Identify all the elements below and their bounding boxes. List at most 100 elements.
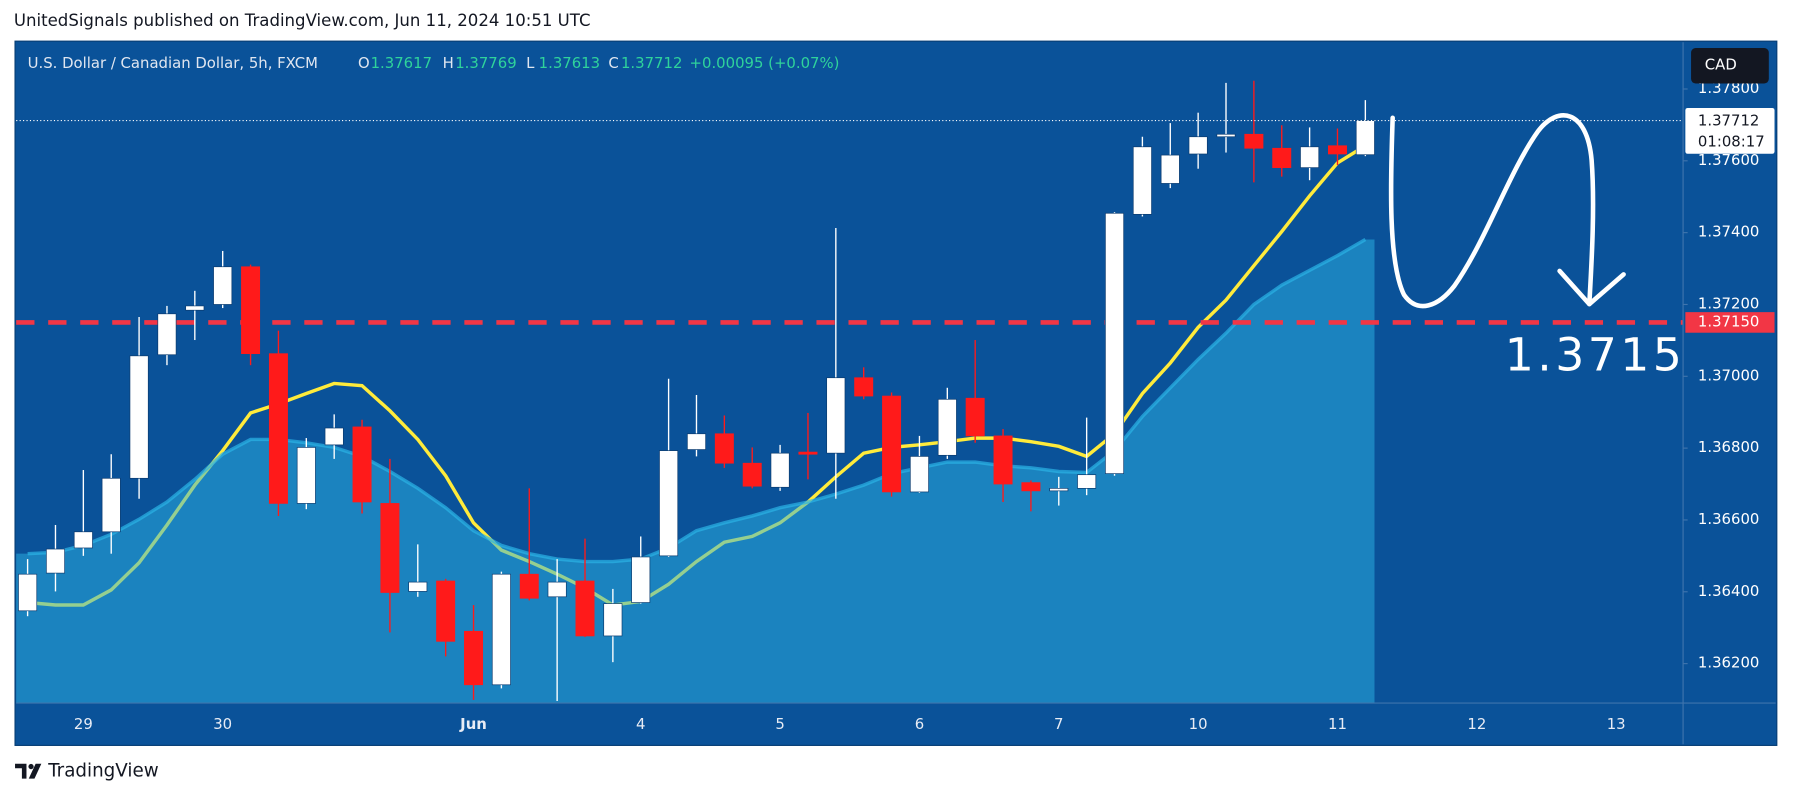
- candle-body: [352, 426, 372, 503]
- candle-body: [380, 503, 400, 593]
- candle-body: [547, 581, 567, 598]
- candle-body: [631, 556, 651, 603]
- x-tick-label: 4: [636, 715, 645, 733]
- candle-body: [1105, 212, 1125, 474]
- candle-body: [1355, 120, 1375, 156]
- ma-area-line: [27, 238, 1367, 564]
- last-price-label: 1.37712: [1698, 112, 1759, 130]
- y-tick-label: 1.36800: [1698, 438, 1759, 456]
- candle-body: [770, 452, 790, 488]
- candle-body: [1272, 147, 1292, 168]
- y-tick-label: 1.37600: [1698, 151, 1759, 169]
- y-tick-label: 1.37800: [1698, 79, 1759, 97]
- candle-body: [798, 451, 818, 455]
- candle-body: [603, 603, 623, 637]
- candle-body: [1160, 154, 1180, 184]
- currency-button: [1691, 48, 1769, 84]
- ohlc-value: 1.37712: [621, 54, 682, 72]
- candle-body: [854, 377, 874, 397]
- x-tick-label: 10: [1189, 715, 1208, 733]
- candle-body: [742, 462, 762, 487]
- ma-area: [16, 239, 1375, 704]
- candle-body: [18, 573, 38, 612]
- candle-body: [73, 531, 93, 549]
- candle-body: [436, 580, 456, 642]
- candle-body: [1188, 136, 1208, 155]
- drawn-arrow: [1388, 113, 1596, 309]
- candle-body: [464, 630, 484, 686]
- candle-body: [575, 580, 595, 637]
- candle-body: [909, 456, 929, 493]
- symbol-label: U.S. Dollar / Canadian Dollar, 5h, FXCM: [28, 54, 318, 72]
- candle-body: [1216, 133, 1236, 138]
- candle-body: [101, 477, 121, 533]
- plot: 29 30 Jun 4 5 6 7 10 11 12 13: [16, 80, 1688, 733]
- candle-body: [993, 435, 1013, 485]
- candle-body: [714, 433, 734, 464]
- x-tick-label: Jun: [459, 715, 487, 733]
- candle-body: [826, 377, 846, 454]
- candle-body: [1327, 145, 1347, 155]
- candle-body: [129, 355, 149, 479]
- ohlc-key: L: [526, 54, 535, 72]
- candle-body: [213, 266, 233, 305]
- level-price-label: 1.37150: [1698, 312, 1759, 330]
- currency-label: CAD: [1705, 56, 1737, 74]
- candle-body: [185, 305, 205, 311]
- tradingview-logo: [15, 763, 42, 779]
- candle-body: [324, 427, 344, 446]
- overlay: 1.36200 1.36400 1.36600 1.36800 1.37000 1.372…: [28, 48, 1775, 672]
- logo-part: [28, 763, 34, 770]
- candle-body: [1077, 474, 1097, 489]
- candle-body: [1132, 146, 1152, 215]
- y-tick-label: 1.37000: [1698, 366, 1759, 384]
- candle-body: [519, 573, 539, 599]
- y-tick-label: 1.37200: [1698, 294, 1759, 312]
- x-tick-label: 30: [213, 715, 232, 733]
- ohlc-key: H: [443, 54, 454, 72]
- brand-name: TradingView: [47, 761, 159, 782]
- y-tick-label: 1.37400: [1698, 223, 1759, 241]
- candle-body: [491, 573, 511, 686]
- candle-body: [268, 353, 288, 504]
- candle-body: [965, 397, 985, 437]
- candle-body: [408, 581, 428, 592]
- candle-body: [1300, 146, 1320, 168]
- candle-body: [157, 313, 177, 356]
- y-tick-label: 1.36400: [1698, 582, 1759, 600]
- logo-part: [15, 763, 27, 779]
- candle-body: [686, 433, 706, 450]
- x-tick-label: 13: [1607, 715, 1626, 733]
- candle-body: [296, 447, 316, 504]
- x-tick-label: 5: [775, 715, 784, 733]
- x-tick-label: 6: [915, 715, 924, 733]
- last-price-box: [1685, 108, 1775, 154]
- candle-body: [937, 398, 957, 456]
- x-tick-label: 11: [1328, 715, 1347, 733]
- arrow-head: [1557, 268, 1626, 307]
- ohlc-key: O: [358, 54, 370, 72]
- candle-body: [241, 266, 261, 355]
- logo-part: [28, 763, 42, 779]
- y-tick-label: 1.36200: [1698, 654, 1759, 672]
- y-tick-label: 1.36600: [1698, 510, 1759, 528]
- ohlc-value: 1.37617: [371, 54, 432, 72]
- publish-header: UnitedSignals published on TradingView.c…: [14, 11, 591, 30]
- level-annotation: 1.3715: [1505, 328, 1686, 381]
- level-price-box: [1685, 312, 1775, 333]
- candle-body: [45, 548, 65, 574]
- candle-body: [882, 395, 902, 493]
- ohlc-key: C: [608, 54, 618, 72]
- ohlc-value: 1.37613: [539, 54, 600, 72]
- ohlc-value: 1.37769: [455, 54, 516, 72]
- candle-body: [659, 450, 679, 557]
- change-label: +0.00095 (+0.07%): [690, 54, 840, 72]
- x-tick-label: 7: [1054, 715, 1063, 733]
- x-tick-label: 29: [74, 715, 93, 733]
- countdown-label: 01:08:17: [1698, 132, 1765, 150]
- x-tick-label: 12: [1467, 715, 1486, 733]
- candle-body: [1244, 133, 1264, 149]
- candle-body: [1021, 482, 1041, 492]
